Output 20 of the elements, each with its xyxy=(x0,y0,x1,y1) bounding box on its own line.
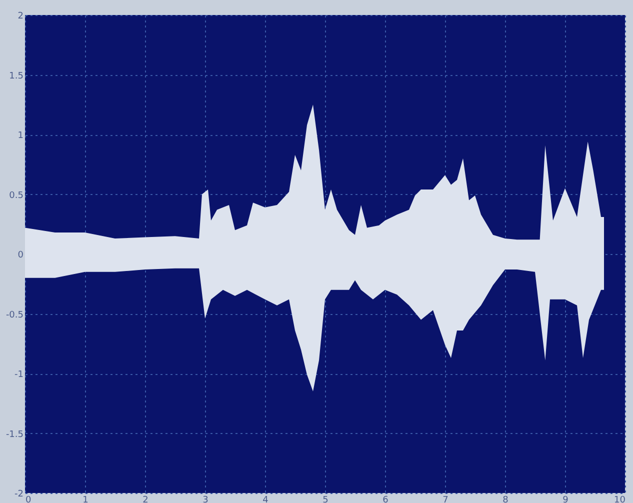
x-tick-label: 5 xyxy=(322,496,328,503)
x-tick-label: 1 xyxy=(82,496,88,503)
y-tick-label: 2 xyxy=(18,12,24,22)
y-tick-label: -2 xyxy=(14,490,24,500)
x-tick-label: 0 xyxy=(26,496,32,503)
x-tick-label: 9 xyxy=(562,496,569,503)
y-tick-label: -1 xyxy=(14,370,24,380)
y-tick-label: 1.5 xyxy=(9,71,24,82)
x-tick-label: 2 xyxy=(142,496,148,503)
x-tick-label: 6 xyxy=(382,496,389,503)
x-tick-label: 4 xyxy=(262,496,269,503)
y-tick-label: -1.5 xyxy=(6,430,24,440)
x-tick-label: 7 xyxy=(442,496,448,503)
y-tick-label: 0.5 xyxy=(9,190,24,201)
x-tick-label: 3 xyxy=(202,496,208,503)
x-tick-label: 10 xyxy=(614,496,626,503)
y-tick-label: 0 xyxy=(18,250,24,260)
x-tick-label: 8 xyxy=(502,496,509,503)
y-tick-label: -0.5 xyxy=(6,310,24,320)
y-tick-label: 1 xyxy=(18,131,24,141)
